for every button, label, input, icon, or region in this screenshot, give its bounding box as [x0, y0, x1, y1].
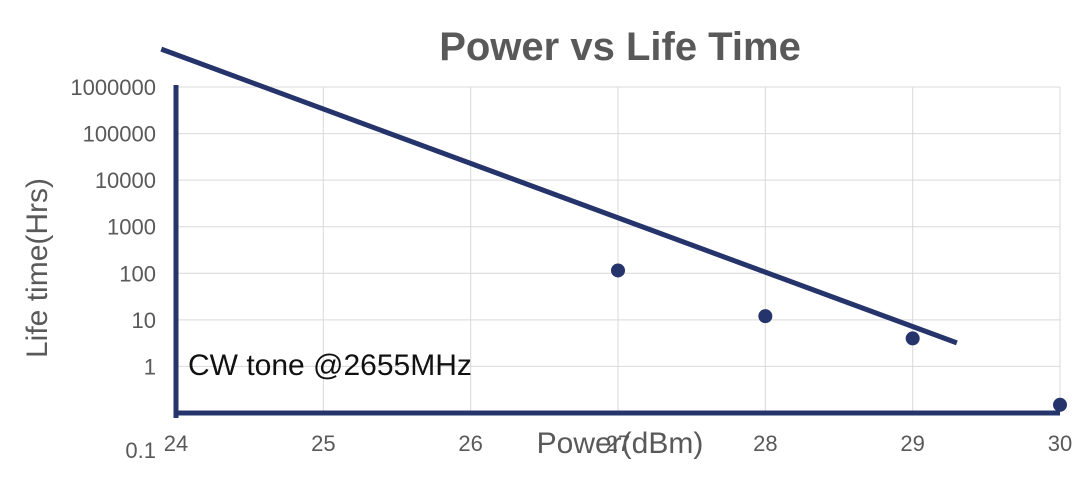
- chart-title: Power vs Life Time: [439, 25, 801, 69]
- axes: [173, 85, 1060, 418]
- x-tick-label: 26: [458, 431, 482, 456]
- data-point: [758, 309, 773, 324]
- y-tick-label: 1000000: [70, 75, 156, 100]
- y-tick-label: 10: [132, 308, 156, 333]
- x-tick-label: 29: [900, 431, 924, 456]
- x-tick-label: 28: [753, 431, 777, 456]
- grid: [176, 86, 1061, 413]
- y-axis-title: Life time(Hrs): [21, 178, 54, 358]
- x-axis-title: Power(dBm): [537, 427, 704, 460]
- points-layer: [611, 263, 1067, 412]
- y-tick-label: 100000: [83, 122, 156, 147]
- x-tick-label: 24: [164, 431, 188, 456]
- data-point: [611, 263, 625, 278]
- data-point: [1053, 397, 1067, 412]
- trendline-layer: [160, 46, 958, 346]
- y-tick-label: 100: [119, 261, 156, 286]
- y-tick-label: 1: [144, 354, 156, 379]
- x-tick-label: 25: [311, 431, 335, 456]
- trendline: [160, 46, 958, 346]
- chart-annotation: CW tone @2655MHz: [188, 349, 472, 382]
- y-tick-label: 10000: [95, 168, 156, 193]
- x-tick-label: 27: [606, 431, 630, 456]
- y-tick-label: 0.1: [125, 438, 156, 463]
- data-point: [905, 331, 920, 346]
- x-tick-label: 30: [1048, 431, 1072, 456]
- y-tick-label: 1000: [107, 215, 156, 240]
- tick-labels: 0.1 1 10 100 1000 10000 100000 1000000 24 25 26 27 2…: [70, 75, 1072, 463]
